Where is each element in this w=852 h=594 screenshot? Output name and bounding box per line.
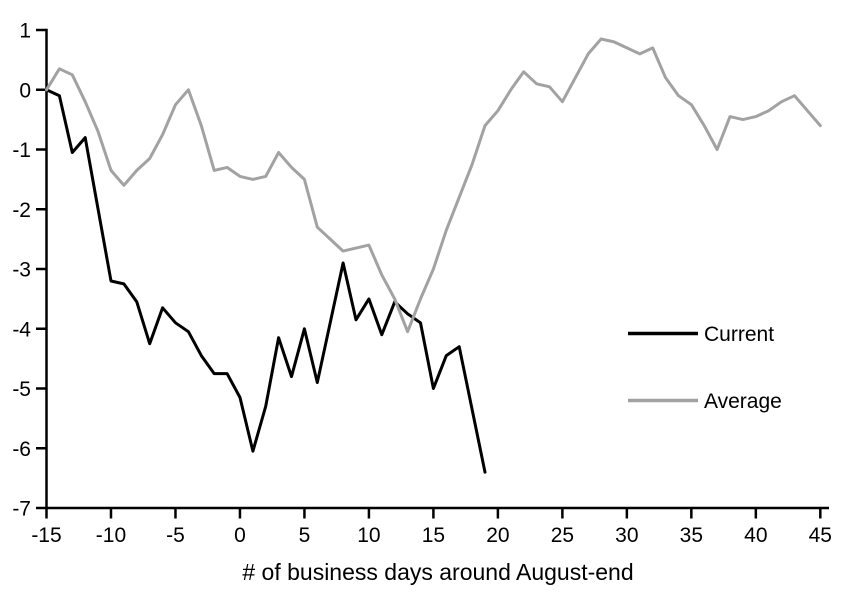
- data-series: [45, 37, 822, 474]
- legend-current-label: Current: [704, 323, 774, 346]
- x-tick-label: 15: [422, 524, 445, 547]
- legend: Current Average: [628, 323, 782, 413]
- x-tick-label: 25: [551, 524, 574, 547]
- y-tick-label: 1: [19, 20, 31, 43]
- x-tick-label: 45: [809, 524, 832, 547]
- x-tick-label: 30: [615, 524, 638, 547]
- x-tick-label: 35: [680, 524, 703, 547]
- series-line-average: [45, 37, 822, 334]
- y-tick-label: -4: [12, 318, 31, 341]
- x-tick-label: -5: [166, 524, 185, 547]
- x-tick-label: -15: [31, 524, 61, 547]
- y-tick-label: -5: [12, 378, 31, 401]
- y-tick-label: -3: [12, 259, 31, 282]
- x-tick-label: 0: [234, 524, 246, 547]
- x-axis-title: # of business days around August-end: [242, 559, 633, 585]
- y-tick-label: -7: [12, 498, 31, 521]
- series-line-current: [45, 88, 487, 474]
- x-tick-label: 40: [744, 524, 767, 547]
- y-tick-label: -1: [12, 139, 31, 162]
- x-tick-label: 20: [486, 524, 509, 547]
- x-tick-label: -10: [96, 524, 126, 547]
- y-tick-label: -6: [12, 438, 31, 461]
- y-tick-label: -2: [12, 199, 31, 222]
- legend-average-label: Average: [704, 390, 782, 413]
- axes: [36, 28, 829, 519]
- y-tick-label: 0: [19, 79, 31, 102]
- x-tick-label: 10: [357, 524, 380, 547]
- x-tick-label: 5: [299, 524, 311, 547]
- tick-labels: 10-1-2-3-4-5-6-7-15 -10 -5 0 5 10 15 20 25 30 35 40…: [12, 20, 832, 548]
